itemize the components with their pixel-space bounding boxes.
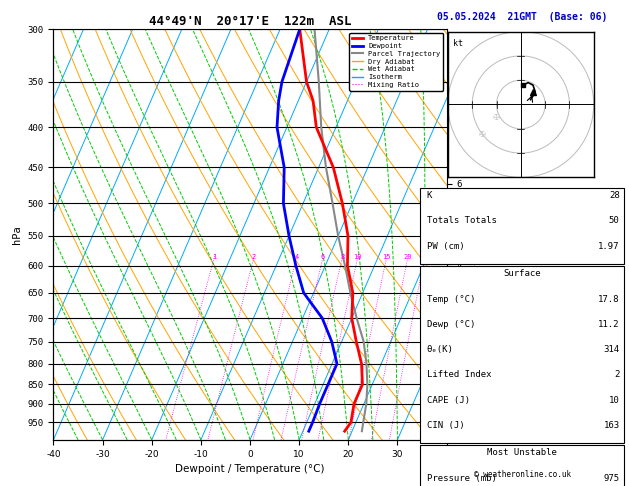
Text: 10: 10 (609, 396, 620, 404)
Text: Pressure (mb): Pressure (mb) (426, 474, 496, 483)
Text: 50: 50 (609, 216, 620, 226)
Text: 8: 8 (340, 254, 345, 260)
Text: Most Unstable: Most Unstable (487, 449, 557, 457)
Title: 44°49'N  20°17'E  122m  ASL: 44°49'N 20°17'E 122m ASL (149, 15, 351, 28)
Text: 15: 15 (382, 254, 391, 260)
Text: 1: 1 (212, 254, 216, 260)
Y-axis label: km
ASL: km ASL (463, 226, 482, 243)
Text: 05.05.2024  21GMT  (Base: 06): 05.05.2024 21GMT (Base: 06) (437, 12, 607, 22)
Text: 2: 2 (615, 370, 620, 380)
FancyBboxPatch shape (420, 188, 624, 264)
Text: Dewp (°C): Dewp (°C) (426, 320, 475, 329)
Text: 2: 2 (252, 254, 256, 260)
Text: 17.8: 17.8 (598, 295, 620, 304)
Text: 6: 6 (321, 254, 325, 260)
Text: Totals Totals: Totals Totals (426, 216, 496, 226)
Text: 25: 25 (420, 254, 429, 260)
Text: Surface: Surface (503, 269, 541, 278)
FancyBboxPatch shape (420, 446, 624, 486)
Text: $\maltese$: $\maltese$ (477, 129, 486, 139)
Text: 975: 975 (603, 474, 620, 483)
Text: K: K (426, 191, 432, 200)
Text: kt: kt (453, 39, 463, 48)
Text: 20: 20 (404, 254, 412, 260)
Text: CIN (J): CIN (J) (426, 421, 464, 430)
Text: Temp (°C): Temp (°C) (426, 295, 475, 304)
Text: Lifted Index: Lifted Index (426, 370, 491, 380)
Text: CAPE (J): CAPE (J) (426, 396, 470, 404)
Text: 1.97: 1.97 (598, 242, 620, 251)
FancyBboxPatch shape (420, 266, 624, 443)
Text: 163: 163 (603, 421, 620, 430)
Y-axis label: hPa: hPa (12, 225, 22, 244)
Text: 314: 314 (603, 345, 620, 354)
Text: PW (cm): PW (cm) (426, 242, 464, 251)
Text: © weatheronline.co.uk: © weatheronline.co.uk (474, 470, 571, 479)
Text: 10: 10 (353, 254, 362, 260)
Text: 4: 4 (294, 254, 299, 260)
Text: θₑ(K): θₑ(K) (426, 345, 454, 354)
Text: 11.2: 11.2 (598, 320, 620, 329)
Text: 28: 28 (609, 191, 620, 200)
Text: $\maltese$: $\maltese$ (493, 112, 501, 122)
Text: 1LCL: 1LCL (426, 401, 445, 410)
Legend: Temperature, Dewpoint, Parcel Trajectory, Dry Adiabat, Wet Adiabat, Isotherm, Mi: Temperature, Dewpoint, Parcel Trajectory… (349, 33, 443, 90)
Text: Mixing Ratio (g/kg): Mixing Ratio (g/kg) (469, 191, 478, 278)
X-axis label: Dewpoint / Temperature (°C): Dewpoint / Temperature (°C) (175, 464, 325, 474)
